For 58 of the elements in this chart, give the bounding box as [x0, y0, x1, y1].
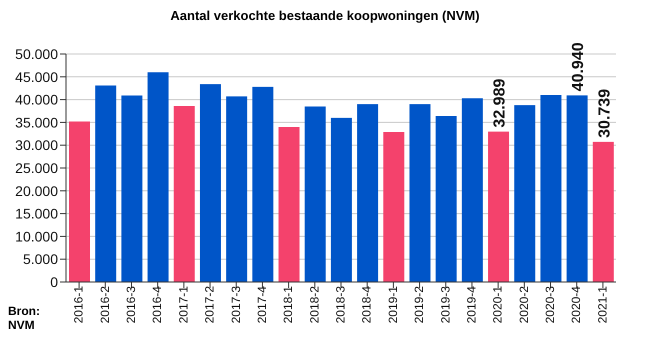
bar: [95, 85, 116, 282]
chart-title: Aantal verkochte bestaande koopwoningen (NVM): [169, 8, 481, 23]
bar: [148, 72, 169, 282]
bar: [383, 132, 404, 282]
bar: [278, 126, 300, 282]
bar: [330, 118, 352, 282]
bar: [252, 86, 274, 282]
bar: [566, 95, 588, 282]
y-tick-label: 35.000: [15, 114, 58, 130]
x-tick-label: 2016-4: [150, 286, 164, 324]
x-tick-label: 2020-3: [543, 286, 558, 324]
bar: [357, 104, 378, 282]
x-tick-label: 2020-1: [490, 286, 505, 324]
x-tick-label: 2019-2: [412, 286, 426, 324]
bar: [200, 84, 221, 282]
text: Bron: NVM: [8, 304, 40, 332]
bar: [540, 95, 562, 282]
x-tick-label: 2019-3: [438, 286, 452, 324]
bar: [488, 132, 510, 282]
x-tick-label: 2018-2: [307, 286, 322, 324]
y-tick-label: 30.000: [15, 137, 58, 154]
bar: [304, 106, 326, 282]
y-tick-label: 5.000: [22, 251, 58, 268]
x-tick-label: 2019-4: [464, 286, 478, 324]
x-tick-label: 2016-2: [98, 286, 112, 324]
x-tick-label: 2017-2: [202, 286, 217, 324]
y-tick-label: 25.000: [15, 160, 58, 176]
x-tick-label: 2017-1: [176, 286, 190, 324]
x-tick-label: 2018-4: [360, 286, 374, 324]
bar: [121, 95, 142, 282]
bar: [69, 121, 90, 282]
y-tick-label: 10.000: [15, 228, 58, 244]
bar: [436, 116, 457, 282]
bar: [409, 104, 430, 282]
y-tick-label: 40.000: [15, 92, 58, 108]
bar: [462, 98, 483, 282]
y-tick-label: 15.000: [15, 206, 58, 222]
x-tick-label: 2016-1: [72, 286, 86, 324]
bar: [592, 142, 614, 282]
x-tick-label: 2018-3: [334, 286, 348, 324]
bar: [226, 96, 248, 282]
y-tick-label: 20.000: [15, 182, 58, 199]
x-tick-label: 2017-4: [254, 286, 269, 324]
data-label: 30.739: [596, 88, 614, 138]
y-tick-label: 45.000: [15, 68, 58, 85]
x-tick-label: 2021-1: [595, 286, 610, 324]
bar: [174, 106, 195, 282]
data-label: 40.940: [570, 42, 588, 92]
x-tick-label: 2020-2: [516, 286, 531, 324]
x-tick-label: 2019-1: [386, 286, 400, 324]
y-tick-label: 50.000: [15, 46, 58, 62]
x-tick-label: 2018-1: [281, 286, 296, 324]
y-tick-label: 0: [50, 274, 58, 290]
x-tick-label: 2020-4: [569, 286, 584, 324]
data-label: 32.989: [492, 78, 509, 128]
bar: [514, 105, 536, 282]
x-tick-label: 2017-3: [228, 286, 243, 324]
x-tick-label: 2016-3: [124, 286, 138, 324]
